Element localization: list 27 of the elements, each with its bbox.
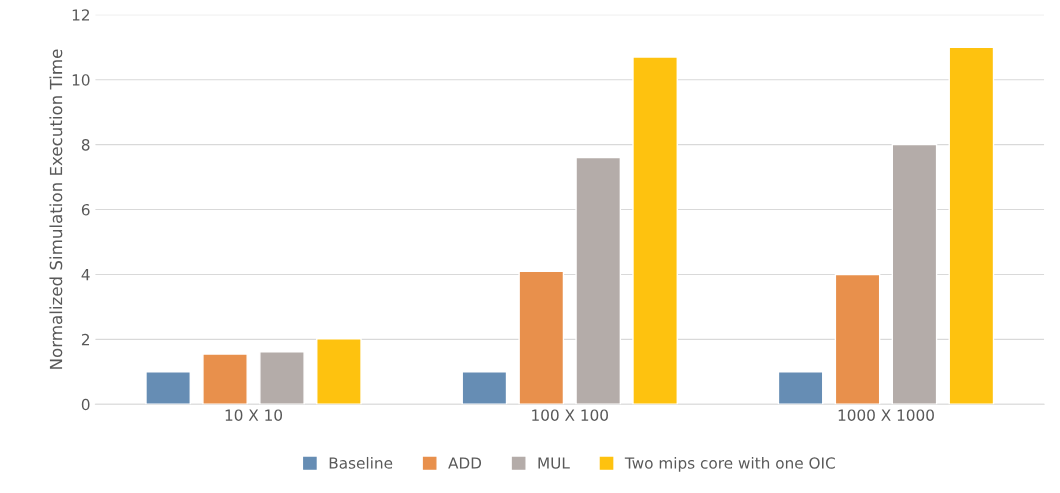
- y-tick-label: 8: [81, 139, 90, 151]
- bar: [632, 56, 678, 405]
- bar: [461, 371, 508, 405]
- x-tick-label: 100 X 100: [532, 409, 608, 421]
- bar: [202, 353, 248, 405]
- legend-label: Baseline: [329, 456, 393, 469]
- y-axis-title: Normalized Simulation Execution Time: [49, 49, 63, 369]
- bar: [834, 273, 881, 405]
- legend-label: Two mips core with one OIC: [624, 456, 835, 472]
- y-tick-label: 6: [81, 203, 90, 216]
- bar: [891, 143, 938, 405]
- x-tick-label: 1000 X 1000: [838, 409, 934, 421]
- y-tick-label: 4: [81, 269, 90, 281]
- x-tick-label: 10 X 10: [225, 409, 283, 421]
- y-tick-label: 10: [72, 74, 90, 86]
- y-tick-label: 2: [81, 333, 90, 346]
- y-tick-label: 12: [72, 9, 90, 21]
- bar: [518, 270, 565, 405]
- legend-label: ADD: [448, 457, 482, 469]
- bar: [777, 371, 824, 405]
- legend-label: MUL: [538, 457, 570, 469]
- bar: [316, 338, 362, 405]
- bar: [259, 350, 305, 405]
- bar: [575, 156, 622, 405]
- bar: [145, 371, 191, 405]
- bar: [948, 46, 995, 405]
- y-tick-label: 0: [81, 398, 90, 411]
